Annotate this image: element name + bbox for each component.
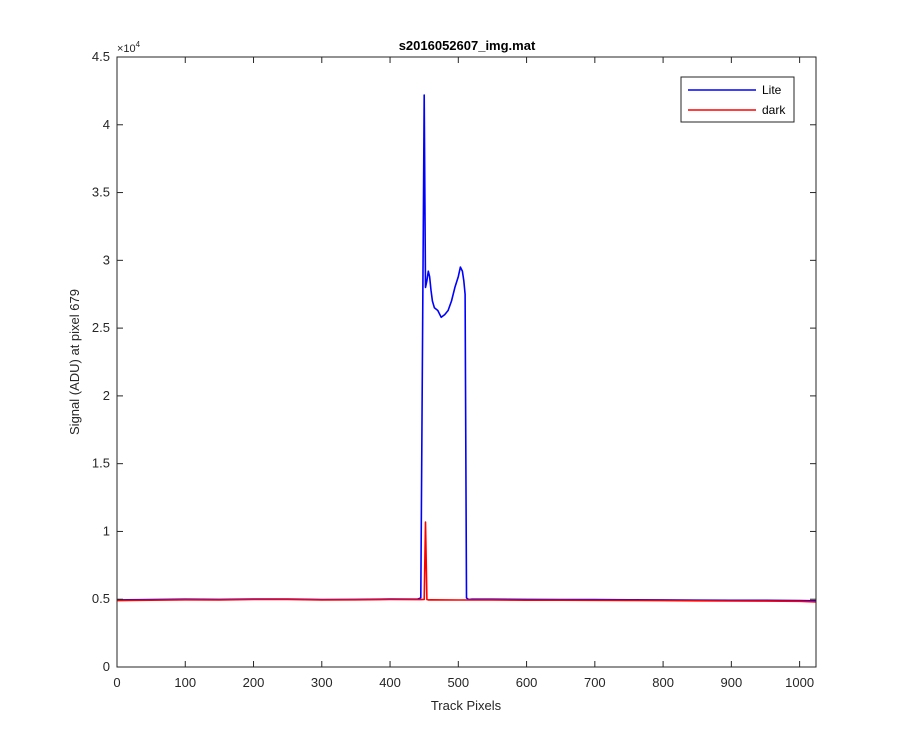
y-axis-exponent-power: 4 [136, 40, 141, 49]
y-tick-label: 0 [103, 659, 110, 674]
x-tick-label: 700 [584, 675, 606, 690]
plot-frame [116, 56, 817, 668]
x-tick-label: 600 [516, 675, 538, 690]
x-tick-label: 300 [311, 675, 333, 690]
series-line-dark [116, 521, 817, 603]
y-tick-label: 4.5 [92, 49, 110, 64]
y-tick-label: 4 [103, 117, 110, 132]
legend: Lite dark [680, 76, 795, 123]
y-tick-label: 2.5 [92, 320, 110, 335]
x-axis: 0 100 200 300 400 500 600 700 800 900 1000 [113, 57, 814, 690]
y-tick-label: 0.5 [92, 591, 110, 606]
x-tick-label: 900 [721, 675, 743, 690]
y-tick-label: 3.5 [92, 185, 110, 200]
legend-box [680, 76, 795, 123]
y-axis-label: Signal (ADU) at pixel 679 [67, 289, 82, 435]
x-tick-label: 200 [243, 675, 265, 690]
y-axis: 0 0.5 1 1.5 2 2.5 3 3.5 4 4.5 [92, 49, 816, 674]
x-tick-label: 1000 [785, 675, 814, 690]
legend-label-lite: Lite [762, 83, 782, 97]
x-tick-label: 500 [447, 675, 469, 690]
y-tick-label: 1 [103, 523, 110, 538]
x-tick-label: 400 [379, 675, 401, 690]
y-axis-exponent-base: ×10 [117, 43, 136, 55]
chart-title: s2016052607_img.mat [399, 38, 536, 53]
legend-label-dark: dark [762, 103, 786, 117]
y-tick-label: 2 [103, 388, 110, 403]
y-tick-label: 1.5 [92, 456, 110, 471]
x-tick-label: 0 [113, 675, 120, 690]
y-tick-label: 3 [103, 252, 110, 267]
x-tick-label: 800 [652, 675, 674, 690]
x-tick-label: 100 [174, 675, 196, 690]
series-layer [116, 94, 817, 603]
y-axis-exponent: ×104 [117, 40, 141, 55]
x-axis-label: Track Pixels [431, 698, 502, 713]
